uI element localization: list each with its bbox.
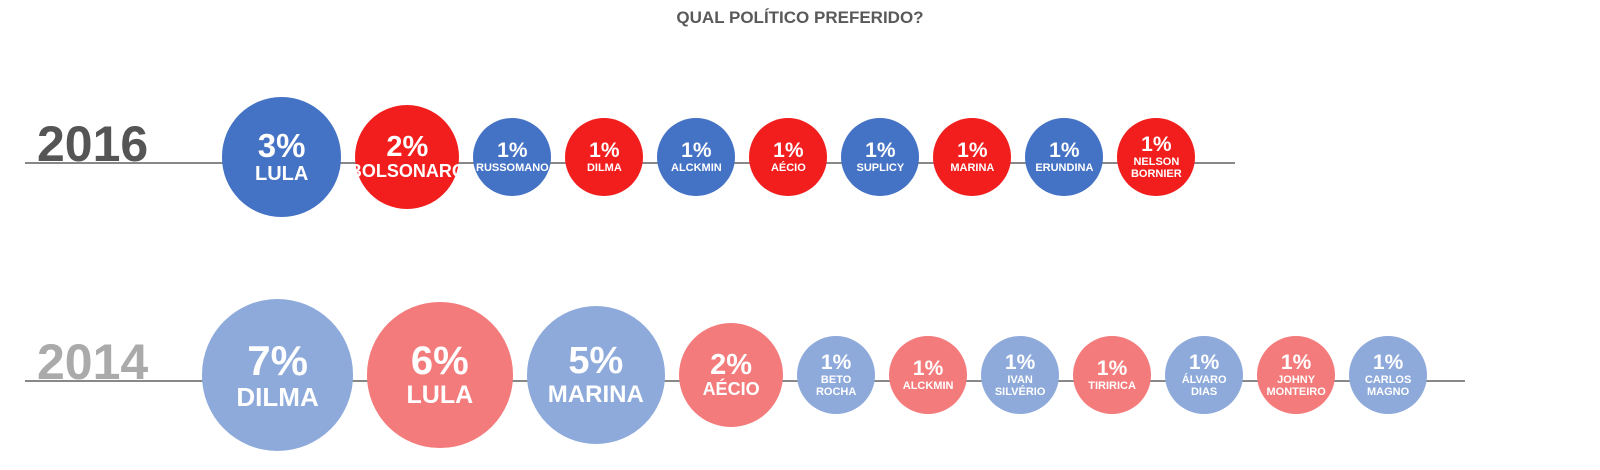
bubble-name: AÉCIO bbox=[702, 379, 760, 400]
value-label: 1% bbox=[589, 138, 620, 162]
bubble: 1% ERUNDINA bbox=[1025, 118, 1104, 196]
bubble: 1% DILMA bbox=[565, 118, 644, 196]
bubble: 1% ALCKMIN bbox=[889, 336, 968, 414]
value-label: 1% bbox=[912, 356, 944, 380]
chart-title: QUAL POLÍTICO PREFERIDO? bbox=[676, 8, 924, 27]
value-label: 1% bbox=[1141, 132, 1172, 156]
bubble: 1% JOHNY MONTEIRO bbox=[1257, 336, 1336, 414]
value-label: 1% bbox=[1280, 350, 1312, 374]
bubble-name: SUPLICY bbox=[856, 161, 905, 174]
bubble: 3% LULA bbox=[222, 97, 342, 217]
bubble-name: LULA bbox=[254, 163, 309, 186]
bubble-name: RUSSOMANO bbox=[476, 161, 549, 174]
value-label: 1% bbox=[1049, 138, 1080, 162]
bubble-name: DILMA bbox=[586, 161, 622, 174]
bubble: 1% NELSON BORNIER bbox=[1117, 118, 1196, 196]
bubble: 1% RUSSOMANO bbox=[473, 118, 552, 196]
value-label: 6% bbox=[410, 339, 469, 384]
bubble-name: ALCKMIN bbox=[902, 379, 954, 392]
bubble-name: NELSON BORNIER bbox=[1130, 155, 1182, 181]
year-label: 2016 bbox=[37, 116, 149, 172]
bubble: 6% LULA bbox=[367, 302, 513, 448]
bubble: 5% MARINA bbox=[526, 305, 666, 445]
bubble: 1% ALCKMIN bbox=[657, 118, 736, 196]
bubble-name: ERUNDINA bbox=[1035, 161, 1094, 174]
bubble-name: MARINA bbox=[547, 380, 644, 408]
value-label: 1% bbox=[1004, 350, 1036, 374]
value-label: 1% bbox=[1188, 350, 1220, 374]
bubble-name: BOLSONARO bbox=[348, 161, 466, 182]
value-label: 2% bbox=[386, 130, 429, 163]
bubble: 1% CARLOS MAGNO bbox=[1349, 336, 1428, 414]
value-label: 1% bbox=[865, 138, 896, 162]
value-label: 1% bbox=[957, 138, 988, 162]
bubble-name: AÉCIO bbox=[770, 161, 806, 174]
bubble: 1% ÁLVARO DIAS bbox=[1165, 336, 1244, 414]
value-label: 1% bbox=[681, 138, 712, 162]
value-label: 3% bbox=[257, 126, 306, 164]
value-label: 5% bbox=[568, 339, 624, 382]
bubble: 1% BETO ROCHA bbox=[797, 336, 876, 414]
bubble-name: ALCKMIN bbox=[671, 161, 722, 174]
year-label: 2014 bbox=[37, 334, 149, 390]
bubble-name: TIRIRICA bbox=[1088, 379, 1136, 392]
bubble-name: BETO ROCHA bbox=[815, 373, 857, 399]
bubble-name: ÁLVARO DIAS bbox=[1181, 373, 1227, 399]
value-label: 1% bbox=[1372, 350, 1404, 374]
value-label: 1% bbox=[773, 138, 804, 162]
bubble-name: IVAN SILVÉRIO bbox=[994, 373, 1046, 399]
bubble: 7% DILMA bbox=[202, 299, 354, 451]
bubble-name: JOHNY MONTEIRO bbox=[1266, 373, 1326, 399]
bubble-name: MARINA bbox=[950, 161, 995, 174]
bubble: 1% AÉCIO bbox=[749, 118, 828, 196]
bubble: 2% BOLSONARO bbox=[349, 104, 466, 210]
bubble: 1% IVAN SILVÉRIO bbox=[981, 336, 1060, 414]
value-label: 1% bbox=[820, 350, 852, 374]
bubble: 1% SUPLICY bbox=[841, 118, 920, 196]
value-label: 2% bbox=[710, 348, 753, 381]
bubble-name: DILMA bbox=[236, 381, 319, 412]
bubble: 1% TIRIRICA bbox=[1073, 336, 1152, 414]
value-label: 7% bbox=[247, 336, 308, 384]
value-label: 1% bbox=[1096, 356, 1128, 380]
value-label: 1% bbox=[497, 138, 528, 162]
bubble-name: LULA bbox=[406, 381, 474, 410]
bubble: 2% AÉCIO bbox=[679, 322, 784, 428]
bubble-name: CARLOS MAGNO bbox=[1364, 373, 1412, 399]
bubble: 1% MARINA bbox=[933, 118, 1012, 196]
